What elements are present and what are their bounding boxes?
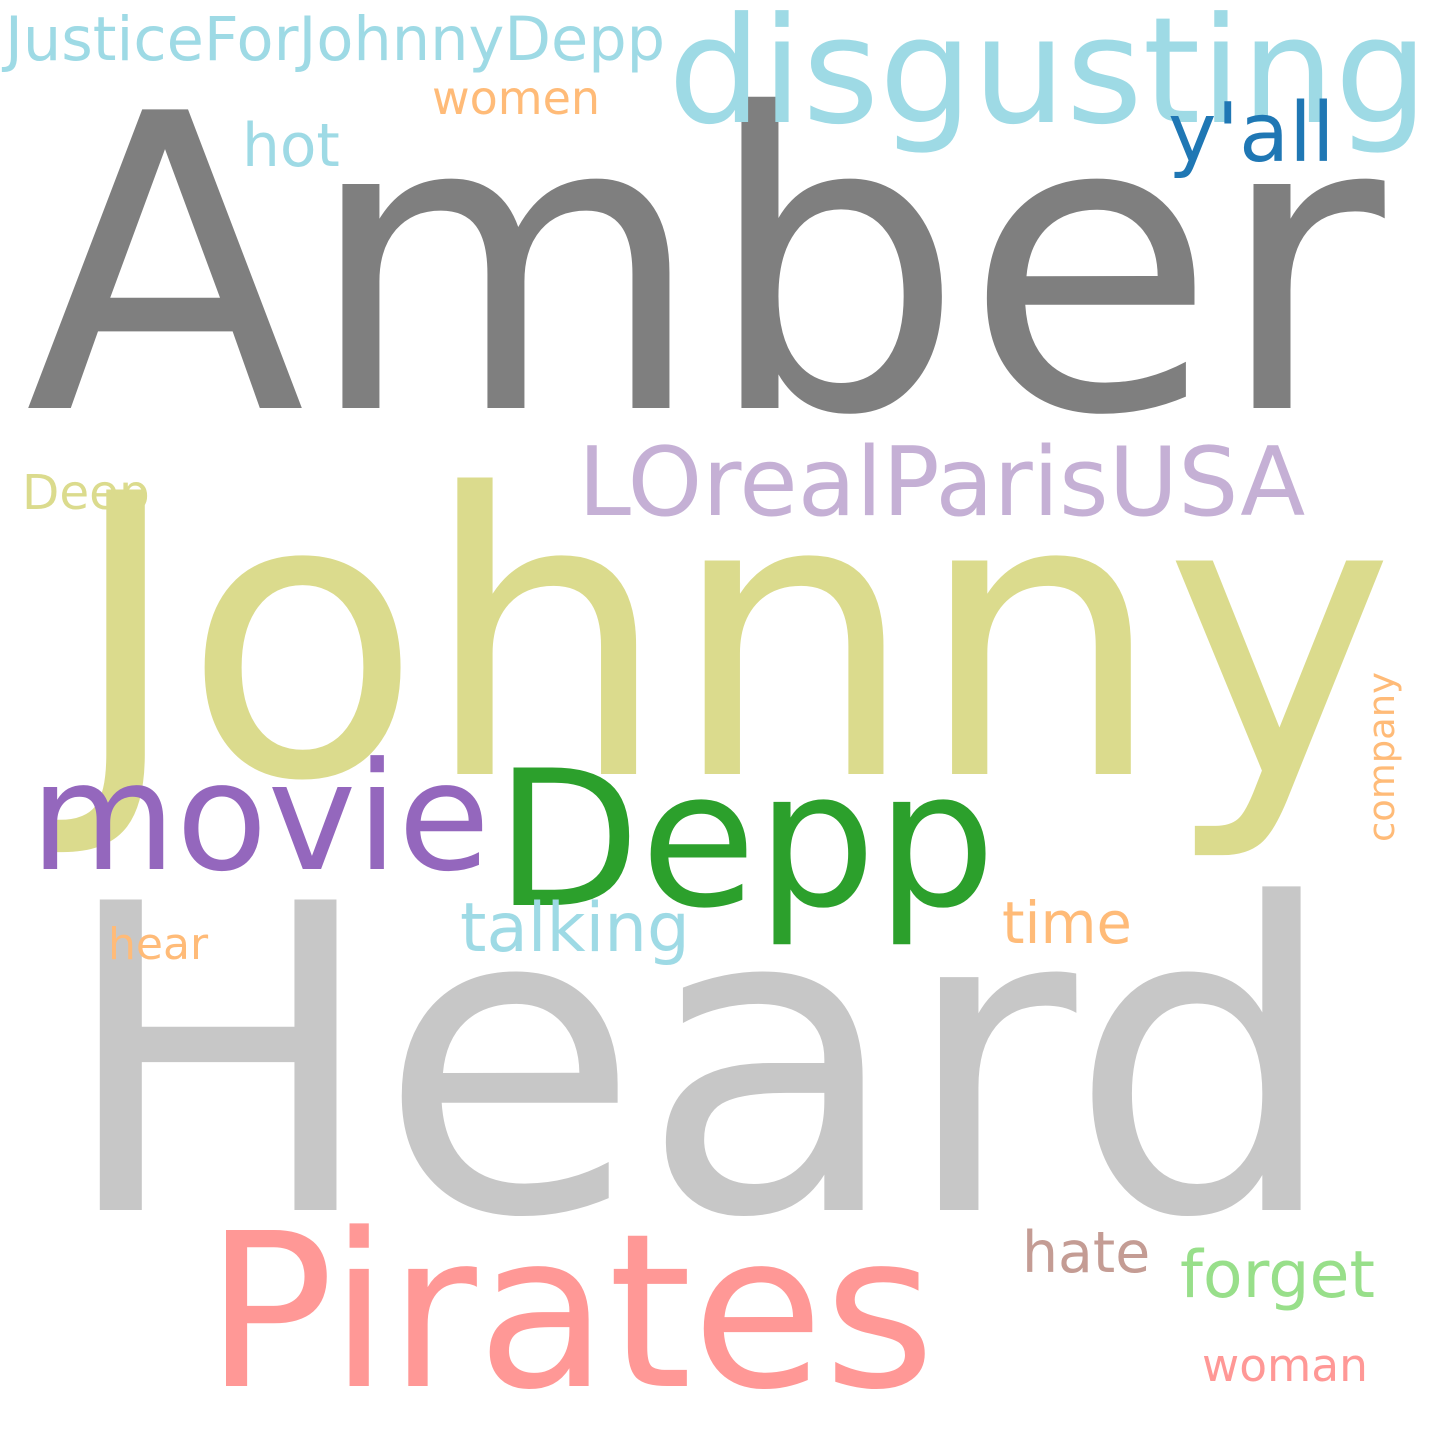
word-disgusting: disgusting	[668, 0, 1429, 157]
word-depp: Depp	[495, 731, 996, 950]
word-hot: hot	[242, 112, 340, 181]
word-yall: y'all	[1168, 86, 1335, 181]
word-time: time	[1002, 889, 1132, 957]
word-justiceforjohnnydepp: JusticeForJohnnyDepp	[5, 4, 666, 75]
word-johnny: Johnny	[68, 413, 1395, 867]
word-talking: talking	[460, 888, 690, 967]
word-deep: Deep	[22, 464, 150, 521]
word-women: women	[432, 70, 601, 125]
word-movie: movie	[30, 730, 491, 905]
word-woman: woman	[1202, 1338, 1368, 1392]
word-heard: Heard	[58, 816, 1340, 1311]
word-forget: forget	[1180, 1237, 1375, 1313]
word-hear: hear	[108, 919, 209, 970]
word-hate: hate	[1022, 1220, 1151, 1286]
word-pirates: Pirates	[205, 1187, 936, 1437]
word-company: company	[1359, 672, 1403, 842]
word-lorealparisusa: LOrealParisUSA	[578, 427, 1306, 538]
word-amber: Amber	[25, 27, 1385, 505]
